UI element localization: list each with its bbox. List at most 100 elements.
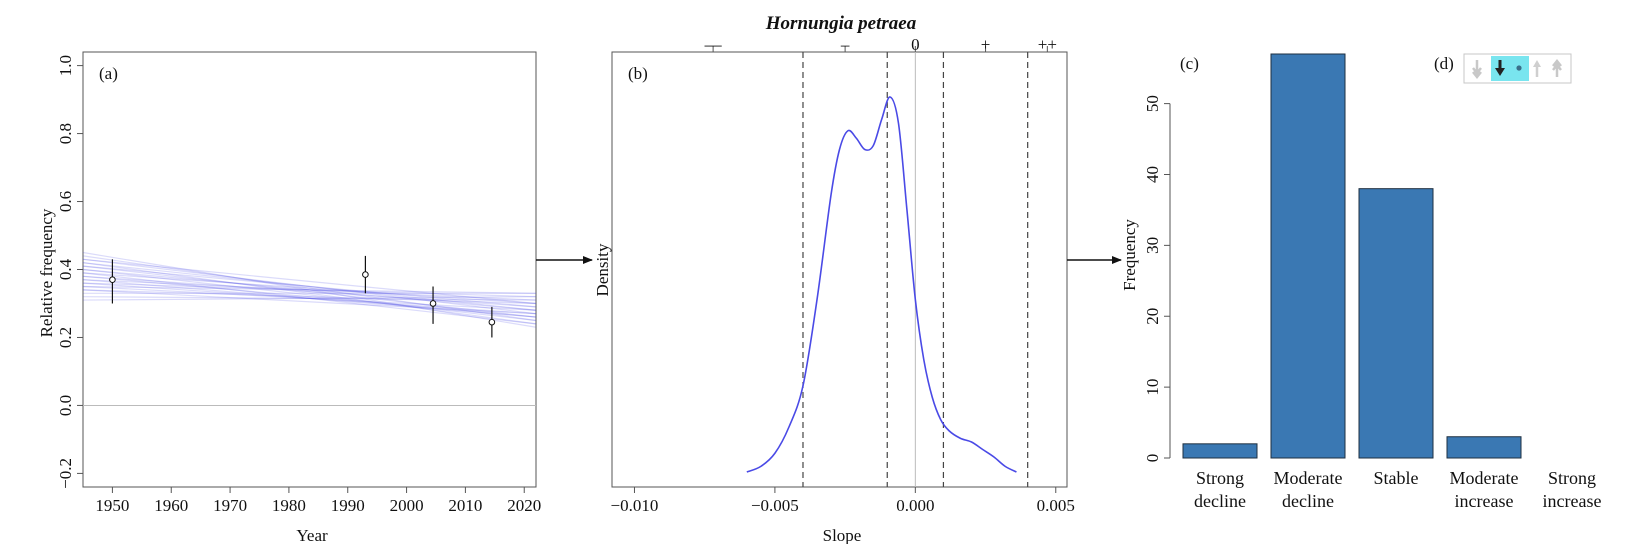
trend-line xyxy=(82,279,537,301)
trend-line xyxy=(82,262,537,325)
panel-a-y-axis: −0.2 0.0 0.2 0.4 0.6 0.8 1.0 xyxy=(56,55,83,489)
x-tick-label: 1970 xyxy=(213,496,247,515)
trend-line xyxy=(82,275,537,318)
category-label: decline xyxy=(1194,491,1246,511)
dot-icon xyxy=(1516,65,1522,71)
panel-b-title: Hornungia petraea xyxy=(765,13,917,34)
y-tick-label: 10 xyxy=(1143,379,1162,396)
x-tick-label: 2000 xyxy=(390,496,424,515)
x-tick-label: 1990 xyxy=(331,496,365,515)
panel-b-frame xyxy=(611,51,1068,488)
panel-a-y-label: Relative frequency xyxy=(37,208,56,337)
panel-d-trend-legend: (d) xyxy=(1434,53,1572,84)
y-tick-label: 30 xyxy=(1143,237,1162,254)
panel-c-bar-chart: 0 10 20 30 40 50 Strong decline Moderate decline… xyxy=(1120,53,1601,511)
trend-line-ensemble xyxy=(82,251,537,328)
panel-b-x-axis: −0.010 −0.005 0.000 0.005 xyxy=(611,487,1075,515)
trend-line xyxy=(82,262,537,311)
y-tick-label: 50 xyxy=(1143,95,1162,112)
panel-d-label: (d) xyxy=(1434,54,1454,73)
data-point xyxy=(488,318,496,326)
data-point xyxy=(429,300,437,307)
category-label: Stable xyxy=(1374,468,1419,488)
trend-line xyxy=(82,272,537,305)
x-tick-label: 1980 xyxy=(272,496,306,515)
slope-category-label: – xyxy=(840,35,850,54)
panel-b-y-label: Density xyxy=(593,243,612,296)
panel-b-x-label: Slope xyxy=(823,526,862,544)
y-tick-label: 20 xyxy=(1143,308,1162,325)
panel-c-y-axis: 0 10 20 30 40 50 xyxy=(1143,95,1171,463)
trend-line xyxy=(82,275,537,308)
category-label: increase xyxy=(1543,491,1602,511)
trend-line xyxy=(82,251,537,328)
trend-line xyxy=(82,289,537,315)
panel-a-x-axis: 1950 1960 1970 1980 1990 2000 2010 2020 xyxy=(95,487,541,515)
panel-c-label: (c) xyxy=(1180,54,1199,73)
y-tick-label: 0.8 xyxy=(56,123,75,144)
panel-b-density-plot: Hornungia petraea — –0 + ++ −0.010 −0.005 0.0… xyxy=(593,13,1075,544)
y-tick-label: −0.2 xyxy=(56,458,75,489)
bar xyxy=(1270,53,1346,459)
y-tick-label: 0.6 xyxy=(56,191,75,212)
panel-a-x-label: Year xyxy=(296,526,328,544)
y-tick-label: 1.0 xyxy=(56,55,75,76)
panel-c-category-labels: Strong decline Moderate decline Stable Modera… xyxy=(1194,468,1601,511)
trend-line xyxy=(82,268,537,322)
trend-line xyxy=(82,268,537,311)
trend-line xyxy=(82,289,537,305)
trend-line xyxy=(82,265,537,308)
category-label: decline xyxy=(1282,491,1334,511)
density-curve xyxy=(746,96,1017,473)
x-tick-label: 1960 xyxy=(154,496,188,515)
y-tick-label: 0 xyxy=(1143,454,1162,463)
trend-line xyxy=(82,285,537,294)
trend-line xyxy=(82,272,537,325)
down-arrow-icon xyxy=(1495,60,1505,76)
trend-line xyxy=(82,296,537,301)
category-label: Moderate xyxy=(1450,468,1519,488)
x-tick-label: −0.010 xyxy=(611,496,659,515)
x-tick-label: 2010 xyxy=(448,496,482,515)
up-arrow-icon xyxy=(1533,60,1541,77)
panel-b-label: (b) xyxy=(628,64,648,83)
x-tick-label: 0.005 xyxy=(1037,496,1075,515)
y-tick-label: 40 xyxy=(1143,166,1162,183)
y-tick-label: 0.2 xyxy=(56,327,75,348)
bar xyxy=(1446,436,1522,459)
slope-category-label: 0 xyxy=(911,35,920,54)
category-label: increase xyxy=(1455,491,1514,511)
double-up-arrow-icon xyxy=(1552,58,1562,77)
x-tick-label: 0.000 xyxy=(896,496,934,515)
data-point xyxy=(109,276,116,283)
trend-line xyxy=(82,265,537,318)
category-label: Moderate xyxy=(1274,468,1343,488)
trend-line xyxy=(82,296,537,301)
observed-points xyxy=(109,255,496,338)
x-tick-label: 2020 xyxy=(507,496,541,515)
trend-line xyxy=(82,258,537,305)
trend-line xyxy=(82,255,537,322)
panel-a-trend-plot: 1950 1960 1970 1980 1990 2000 2010 2020 −0.2 0.0… xyxy=(37,51,541,544)
slope-category-labels: — –0 + ++ xyxy=(704,35,1057,54)
bar xyxy=(1358,188,1434,459)
trend-line xyxy=(82,285,537,311)
bar xyxy=(1182,443,1258,459)
category-label: Strong xyxy=(1548,468,1596,488)
category-label: Strong xyxy=(1196,468,1244,488)
y-tick-label: 0.0 xyxy=(56,395,75,416)
trend-line xyxy=(82,258,537,315)
panel-c-y-label: Frequency xyxy=(1120,219,1139,291)
x-tick-label: 1950 xyxy=(95,496,129,515)
trend-line xyxy=(82,282,537,298)
slope-category-label: — xyxy=(704,35,723,54)
trend-line xyxy=(82,282,537,315)
panel-a-label: (a) xyxy=(99,64,118,83)
double-down-arrow-icon xyxy=(1472,60,1482,80)
x-tick-label: −0.005 xyxy=(751,496,799,515)
y-tick-label: 0.4 xyxy=(56,258,75,280)
data-point xyxy=(362,271,369,278)
slope-category-label: ++ xyxy=(1038,35,1057,54)
trend-line xyxy=(82,279,537,318)
